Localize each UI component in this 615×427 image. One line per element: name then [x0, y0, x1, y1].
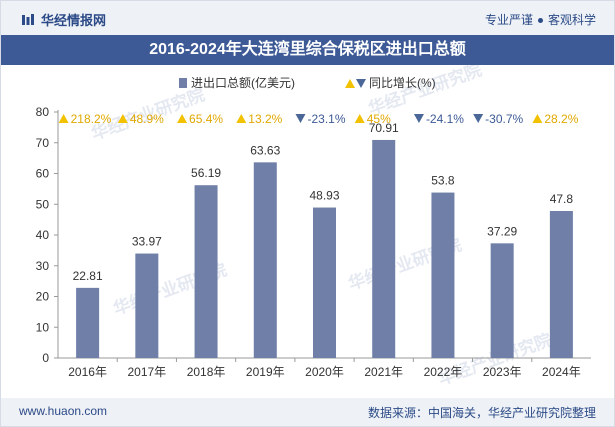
- y-tick-label: 30: [36, 259, 50, 273]
- legend-up-triangle-icon: [345, 79, 355, 88]
- chart-area: 进出口总额(亿美元) 同比增长(%) 华经产业研究院 华经产业研究院 华经产业研…: [36, 65, 591, 389]
- bar: [490, 243, 514, 358]
- growth-up-triangle-icon: [354, 114, 365, 123]
- bar: [253, 162, 277, 358]
- slogan: 专业严谨 客观科学: [485, 11, 596, 28]
- footer-bar: www.huaon.com 数据来源：中国海关，华经产业研究院整理: [1, 398, 614, 426]
- bar: [76, 287, 100, 358]
- growth-up-triangle-icon: [532, 114, 543, 123]
- bar-value-label: 70.91: [369, 121, 399, 135]
- y-tick-label: 40: [36, 228, 50, 242]
- bar: [372, 139, 396, 358]
- growth-label: 65.4%: [189, 112, 223, 126]
- bar: [313, 207, 336, 358]
- bar: [135, 253, 159, 358]
- chart-title: 2016-2024年大连湾里综合保税区进出口总额: [1, 35, 614, 65]
- growth-down-triangle-icon: [413, 114, 424, 123]
- legend-down-triangle-icon: [356, 79, 366, 88]
- website-link[interactable]: www.huaon.com: [19, 404, 108, 418]
- growth-label: 13.2%: [248, 112, 282, 126]
- bar-value-label: 47.8: [550, 192, 574, 206]
- growth-label: 48.9%: [130, 112, 164, 126]
- growth-down-triangle-icon: [473, 114, 484, 123]
- bar-value-label: 37.29: [487, 224, 517, 238]
- bar: [431, 192, 455, 358]
- x-tick-label: 2020年: [305, 365, 344, 379]
- growth-down-triangle-icon: [295, 114, 306, 123]
- brand: 华经情报网: [21, 10, 106, 29]
- y-tick-label: 20: [36, 290, 50, 304]
- growth-label: 28.2%: [544, 112, 578, 126]
- x-tick-label: 2021年: [364, 365, 403, 379]
- growth-label: 218.2%: [71, 112, 112, 126]
- x-tick-label: 2017年: [127, 365, 166, 379]
- y-tick-label: 50: [36, 197, 50, 211]
- growth-label: -23.1%: [308, 112, 346, 126]
- bar-value-label: 63.63: [250, 143, 280, 157]
- x-tick-label: 2018年: [187, 365, 226, 379]
- y-tick-label: 0: [42, 351, 49, 365]
- growth-up-triangle-icon: [58, 114, 69, 123]
- growth-up-triangle-icon: [117, 114, 128, 123]
- x-tick-label: 2024年: [542, 365, 581, 379]
- x-tick-label: 2016年: [68, 365, 107, 379]
- watermark-2: 华经产业研究院: [366, 65, 485, 119]
- growth-label: -30.7%: [485, 112, 523, 126]
- bar-value-label: 22.81: [73, 269, 103, 283]
- bar: [549, 211, 573, 358]
- header-bar: 华经情报网 专业严谨 客观科学: [1, 1, 614, 35]
- bar-value-label: 48.93: [309, 189, 339, 203]
- y-tick-label: 10: [36, 320, 50, 334]
- brand-name: 华经情报网: [41, 13, 107, 28]
- chart-legend: 进出口总额(亿美元) 同比增长(%): [179, 75, 436, 90]
- growth-up-triangle-icon: [177, 114, 188, 123]
- y-tick-label: 80: [36, 105, 50, 119]
- slogan-left: 专业严谨: [484, 13, 533, 27]
- bar-value-label: 56.19: [191, 166, 221, 180]
- brand-logo-icon: [22, 13, 34, 25]
- x-tick-label: 2023年: [483, 365, 522, 379]
- legend-line-label: 同比增长(%): [369, 76, 436, 90]
- bar-value-label: 53.8: [431, 174, 455, 188]
- growth-label: -24.1%: [426, 112, 464, 126]
- growth-label: 45%: [367, 112, 391, 126]
- data-source: 数据来源：中国海关，华经产业研究院整理: [367, 406, 596, 420]
- slogan-right: 客观科学: [547, 13, 596, 27]
- x-tick-label: 2022年: [424, 365, 463, 379]
- bar-value-label: 33.97: [132, 235, 162, 249]
- x-tick-label: 2019年: [246, 365, 285, 379]
- slogan-dot-icon: [537, 18, 543, 24]
- bars: [76, 139, 573, 358]
- growth-up-triangle-icon: [236, 114, 247, 123]
- legend-bar-swatch: [179, 78, 187, 88]
- growth-labels: 218.2% 48.9% 65.4% 13.2% -23.1% 45% -24.1% -30.…: [58, 112, 579, 126]
- y-tick-label: 70: [36, 136, 50, 150]
- data-labels: 22.81 33.97 56.19 63.63 48.93 70.91 53.8 37.29 4…: [73, 121, 574, 283]
- legend-bar-label: 进出口总额(亿美元): [191, 75, 295, 90]
- y-tick-label: 60: [36, 167, 50, 181]
- bar: [194, 185, 218, 358]
